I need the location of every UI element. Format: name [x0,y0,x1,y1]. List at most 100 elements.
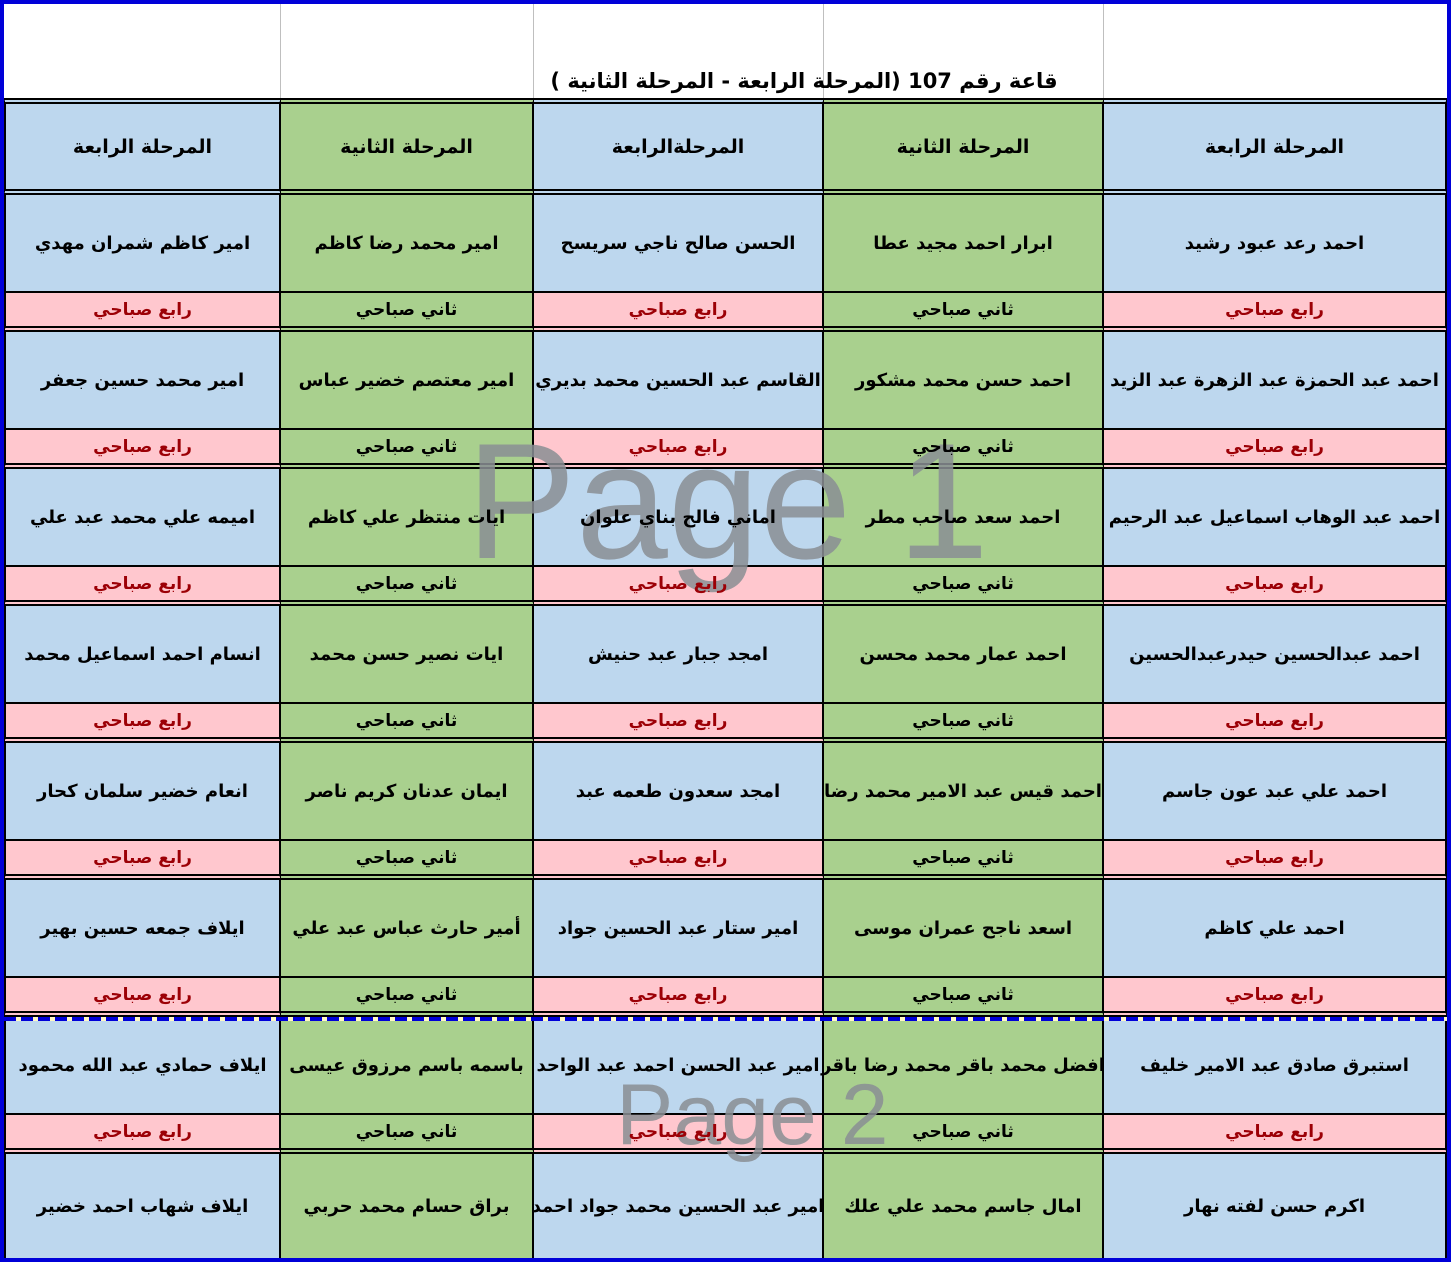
student-name-cell[interactable]: احمد قيس عبد الامير محمد رضا [824,743,1104,839]
student-name-cell[interactable]: احمد علي عبد عون جاسم [1104,743,1447,839]
stage-label-cell[interactable]: ثاني صباحي [281,428,534,469]
stage-label-cell[interactable]: ثاني صباحي [281,291,534,332]
student-name-cell[interactable]: امير محمد حسين جعفر [4,332,281,428]
student-name-cell[interactable]: امير عبد الحسن احمد عبد الواحد [534,1017,824,1113]
student-name-cell[interactable]: ابرار احمد مجيد عطا [824,195,1104,291]
stage-label-cell[interactable]: رابع صباحي [534,839,824,880]
stage-label: رابع صباحي [1225,984,1324,1005]
student-name: اسعد ناجح عمران موسى [853,917,1073,939]
stage-label-cell[interactable]: رابع صباحي [534,702,824,743]
header-label: المرحلةالرابعة [611,135,745,158]
student-name: امجد جبار عبد حنيش [587,643,769,665]
student-name-cell[interactable]: ايلاف حمادي عبد الله محمود [4,1017,281,1113]
name-row: انعام خضير سلمان كحار ايمان عدنان كريم نا… [4,743,1447,839]
stage-label-cell[interactable]: رابع صباحي [4,428,281,469]
student-name-cell[interactable]: باسمه باسم مرزوق عيسى [281,1017,534,1113]
student-name-cell[interactable]: ايات منتظر علي كاظم [281,469,534,565]
student-name-cell[interactable]: احمد عبد الحمزة عبد الزهرة عبد الزيد [1104,332,1447,428]
stage-label-cell[interactable]: رابع صباحي [1104,291,1447,332]
student-name-cell[interactable]: افضل محمد باقر محمد رضا باقر [821,1017,1105,1113]
student-name: افضل محمد باقر محمد رضا باقر [821,1054,1105,1076]
name-row: ايلاف حمادي عبد الله محمود باسمه باسم مرز… [4,1017,1447,1113]
student-name-cell[interactable]: امير ستار عبد الحسين جواد [534,880,824,976]
student-name-cell[interactable]: امير محمد رضا كاظم [281,195,534,291]
stage-label-cell[interactable]: رابع صباحي [534,1113,824,1154]
stage-label-cell[interactable]: رابع صباحي [4,565,281,606]
stage-label-cell[interactable]: ثاني صباحي [281,1113,534,1154]
stage-label-cell[interactable]: رابع صباحي [1104,428,1447,469]
stage-label-cell[interactable]: رابع صباحي [1104,976,1447,1017]
student-name-cell[interactable]: احمد عمار محمد محسن [824,606,1104,702]
stage-label-cell[interactable]: ثاني صباحي [824,565,1104,606]
stage-label: ثاني صباحي [912,299,1014,320]
student-name-cell[interactable]: انعام خضير سلمان كحار [4,743,281,839]
header-cell-stage-2[interactable]: المرحلةالرابعة [534,98,824,195]
student-name-cell[interactable]: احمد عبد الوهاب اسماعيل عبد الرحيم [1104,469,1447,565]
student-name-cell[interactable]: براق حسام محمد حربي [281,1154,534,1258]
stage-label-cell[interactable]: رابع صباحي [1104,1113,1447,1154]
stage-label-cell[interactable]: رابع صباحي [1104,565,1447,606]
student-name-cell[interactable]: احمد حسن محمد مشكور [824,332,1104,428]
stage-label-cell[interactable]: رابع صباحي [4,291,281,332]
student-name-cell[interactable]: احمد عبدالحسين حيدرعبدالحسين [1104,606,1447,702]
header-cell-stage-0[interactable]: المرحلة الرابعة [4,98,281,195]
stage-label-cell[interactable]: رابع صباحي [534,565,824,606]
header-cell-stage-4[interactable]: المرحلة الرابعة [1104,98,1447,195]
stage-label-cell[interactable]: رابع صباحي [1104,839,1447,880]
student-name-cell[interactable]: انسام احمد اسماعيل محمد [4,606,281,702]
student-name-cell[interactable]: اماني فالح بناي علوان [534,469,824,565]
stage-label-cell[interactable]: ثاني صباحي [824,976,1104,1017]
stage-label: رابع صباحي [1225,573,1324,594]
stage-label-cell[interactable]: ثاني صباحي [824,291,1104,332]
stage-label-cell[interactable]: رابع صباحي [1104,702,1447,743]
student-name-cell[interactable]: احمد رعد عبود رشيد [1104,195,1447,291]
student-name-cell[interactable]: ايمان عدنان كريم ناصر [281,743,534,839]
student-name-cell[interactable]: ايلاف جمعه حسين بهير [4,880,281,976]
student-name: الحسن صالح ناجي سريسح [560,232,796,254]
student-name-cell[interactable]: اكرم حسن لفته نهار [1104,1154,1447,1258]
student-name-cell[interactable]: امجد جبار عبد حنيش [534,606,824,702]
student-name-cell[interactable]: امير عبد الحسين محمد جواد احمد [532,1154,824,1258]
student-name-cell[interactable]: احمد سعد صاحب مطر [824,469,1104,565]
student-name-cell[interactable]: امير معتصم خضير عباس [281,332,534,428]
stage-label: ثاني صباحي [355,299,458,320]
stage-label-cell[interactable]: ثاني صباحي [281,839,534,880]
stage-label-cell[interactable]: ثاني صباحي [281,702,534,743]
stage-label-cell[interactable]: رابع صباحي [4,1113,281,1154]
stage-label-cell[interactable]: رابع صباحي [534,428,824,469]
student-name-cell[interactable]: احمد علي كاظم [1104,880,1447,976]
student-name-cell[interactable]: ايلاف شهاب احمد خضير [4,1154,281,1258]
stage-label-cell[interactable]: رابع صباحي [4,839,281,880]
student-name-cell[interactable]: اسعد ناجح عمران موسى [824,880,1104,976]
student-name: احمد عبدالحسين حيدرعبدالحسين [1129,643,1420,665]
header-cell-stage-3[interactable]: المرحلة الثانية [824,98,1104,195]
student-name-cell[interactable]: امير كاظم شمران مهدي [4,195,281,291]
student-name-cell[interactable]: الحسن صالح ناجي سريسح [534,195,824,291]
stage-label-cell[interactable]: رابع صباحي [4,702,281,743]
header-label: المرحلة الثانية [340,135,473,158]
stage-label-cell[interactable]: ثاني صباحي [824,428,1104,469]
stage-label-cell[interactable]: رابع صباحي [534,976,824,1017]
stage-label: ثاني صباحي [912,710,1014,731]
student-name-cell[interactable]: استبرق صادق عبد الامير خليف [1104,1017,1447,1113]
student-name: احمد عبد الوهاب اسماعيل عبد الرحيم [1108,506,1441,528]
student-name-cell[interactable]: امال جاسم محمد علي علك [824,1154,1104,1258]
name-row: امير كاظم شمران مهدي امير محمد رضا كاظم ال… [4,195,1447,291]
stage-label-cell[interactable]: ثاني صباحي [824,1113,1104,1154]
header-cell-stage-1[interactable]: المرحلة الثانية [281,98,534,195]
student-name-cell[interactable]: أمير حارث عباس عبد علي [281,880,534,976]
stage-label: ثاني صباحي [355,847,458,868]
stage-label-row: رابع صباحي ثاني صباحي رابع صباحي ثاني صباحي… [4,565,1447,606]
stage-label-cell[interactable]: ثاني صباحي [281,976,534,1017]
student-name-cell[interactable]: القاسم عبد الحسين محمد بديري [534,332,824,428]
stage-label-cell[interactable]: رابع صباحي [534,291,824,332]
stage-label-cell[interactable]: ثاني صباحي [824,702,1104,743]
column-separator [823,4,824,98]
stage-label-cell[interactable]: رابع صباحي [4,976,281,1017]
student-name-cell[interactable]: ايات نصير حسن محمد [281,606,534,702]
stage-label-cell[interactable]: ثاني صباحي [281,565,534,606]
stage-label-cell[interactable]: ثاني صباحي [824,839,1104,880]
student-name-cell[interactable]: اميمه علي محمد عبد علي [4,469,281,565]
student-name-cell[interactable]: امجد سعدون طعمه عبد [534,743,824,839]
